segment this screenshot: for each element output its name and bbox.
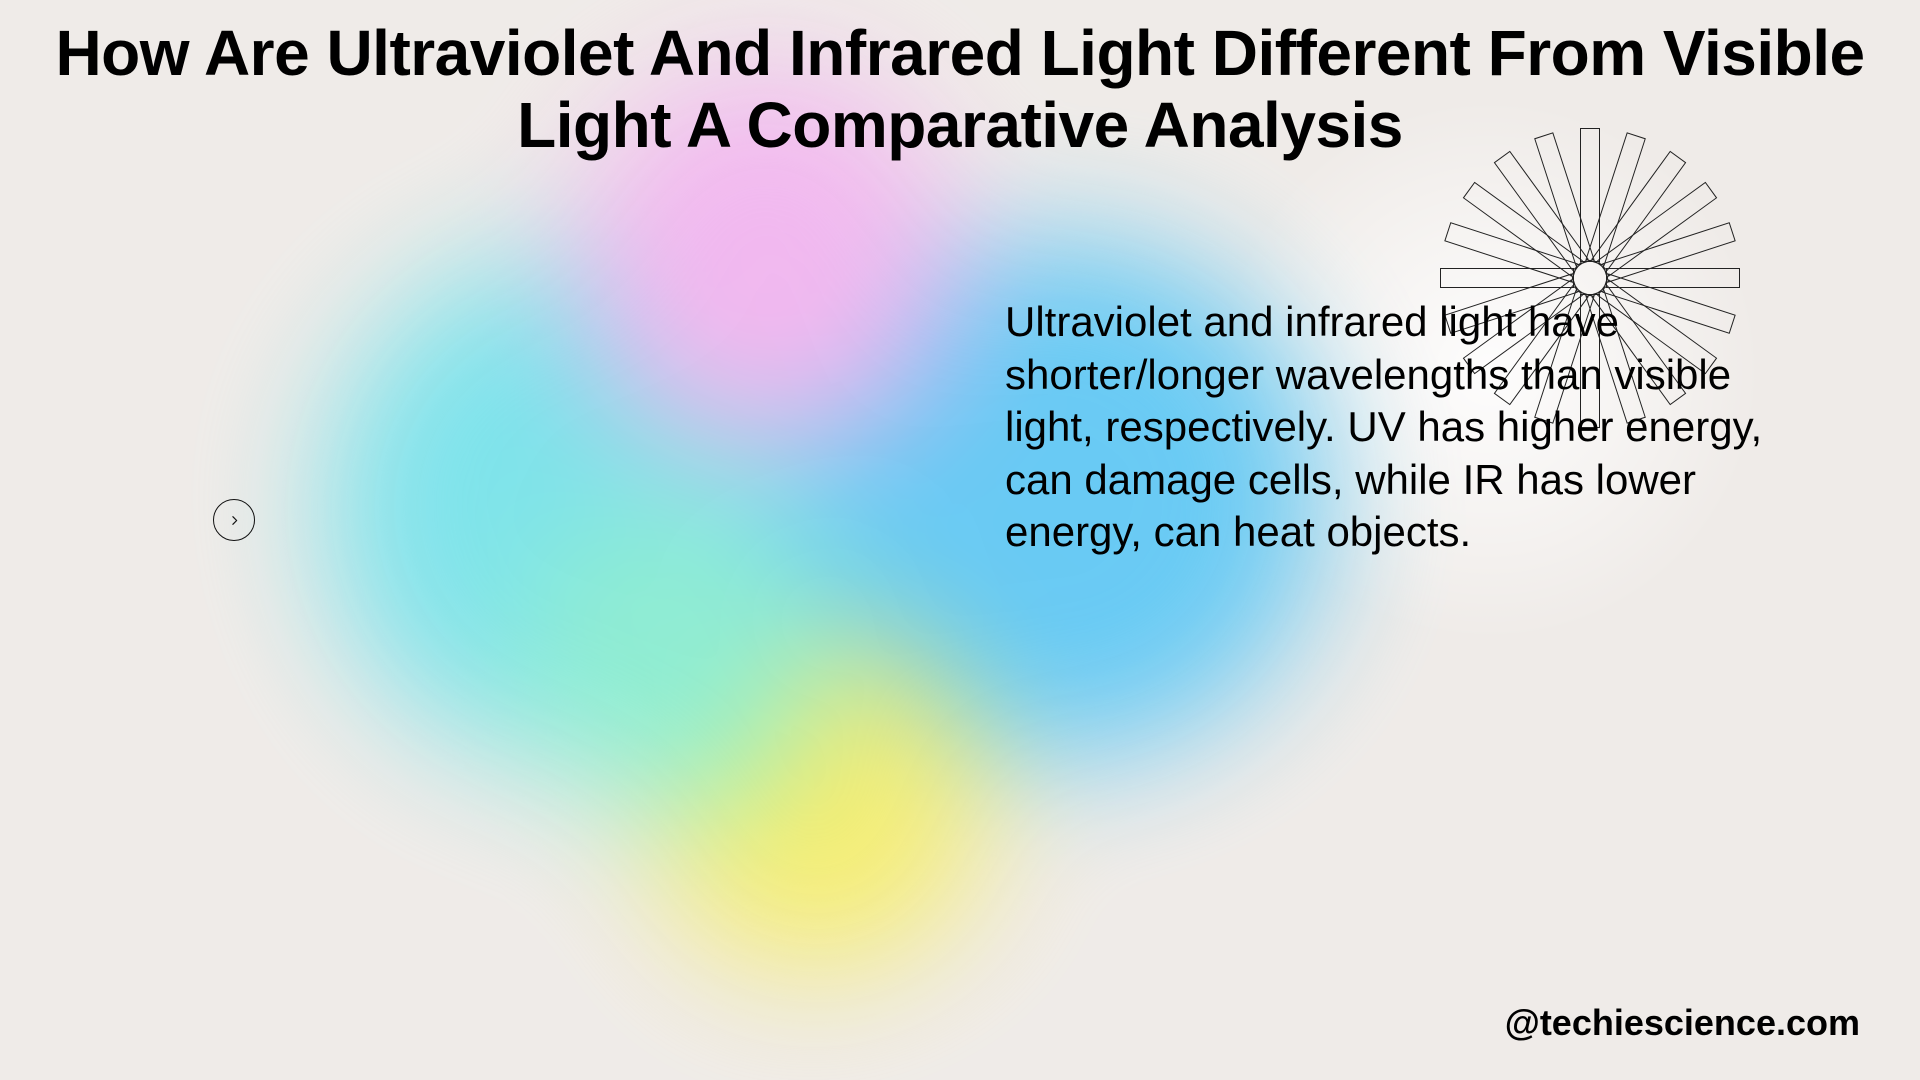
next-button[interactable] <box>213 499 255 541</box>
attribution: @techiescience.com <box>1505 1002 1860 1044</box>
chevron-right-icon <box>228 514 241 527</box>
body-paragraph: Ultraviolet and infrared light have shor… <box>1005 296 1775 559</box>
page-title: How Are Ultraviolet And Infrared Light D… <box>0 18 1920 161</box>
